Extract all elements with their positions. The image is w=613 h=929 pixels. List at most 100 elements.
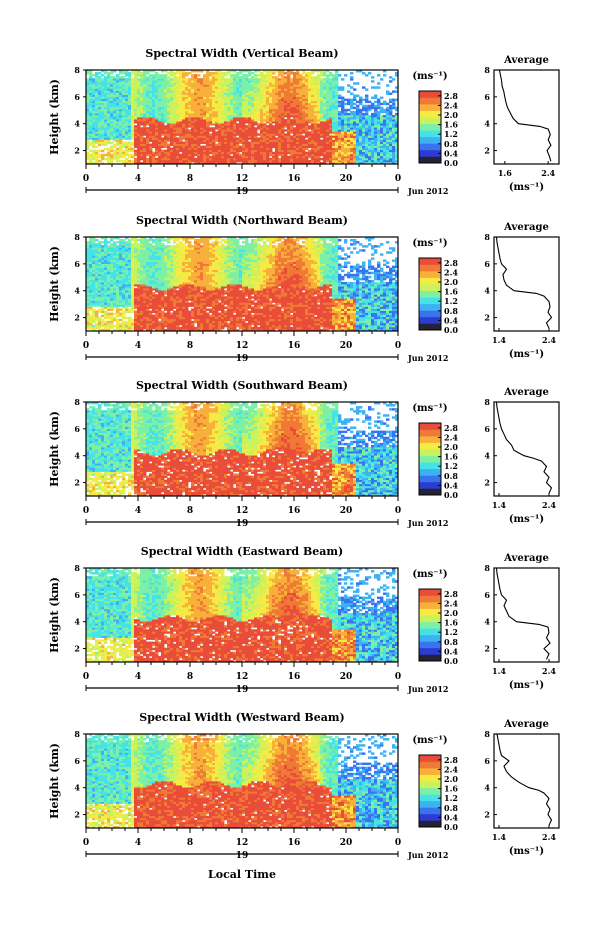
heatmap-cell (329, 159, 333, 163)
heatmap-cell (116, 80, 120, 83)
heatmap-cell (272, 143, 276, 147)
heatmap-cell (131, 110, 135, 114)
heatmap-cell (320, 157, 324, 161)
heatmap-cell (356, 82, 360, 85)
heatmap-cell (341, 155, 345, 159)
heatmap-cell (365, 153, 369, 157)
heatmap-cell (125, 145, 129, 149)
heatmap-cell (284, 100, 288, 104)
heatmap-cell (347, 133, 351, 136)
heatmap-cell (197, 119, 201, 122)
heatmap-cell (116, 94, 120, 97)
heatmap-cell (95, 157, 99, 161)
heatmap-cell (323, 157, 327, 161)
heatmap-cell (185, 108, 189, 112)
heatmap-cell (230, 143, 234, 147)
heatmap-cell (203, 119, 207, 122)
heatmap-cell (155, 76, 159, 79)
heatmap-cell (224, 143, 228, 147)
heatmap-cell (395, 155, 399, 159)
heatmap-cell (230, 135, 234, 138)
heatmap-cell (209, 72, 213, 75)
heatmap-cell (251, 159, 255, 163)
heatmap-cell (116, 149, 120, 153)
heatmap-cell (95, 72, 99, 75)
heatmap-cell (239, 135, 243, 138)
heatmap-cell (173, 94, 177, 97)
heatmap-cell (140, 135, 144, 138)
heatmap-cell (290, 151, 294, 155)
heatmap-cell (206, 78, 210, 81)
heatmap-cell (164, 94, 168, 97)
heatmap-cell (161, 82, 165, 85)
heatmap-cell (296, 94, 300, 97)
heatmap-cell (263, 143, 267, 147)
heatmap-cell (107, 137, 111, 140)
heatmap-cell (251, 94, 255, 97)
heatmap-cell (161, 70, 165, 73)
heatmap-cell (329, 135, 333, 138)
heatmap-cell (278, 112, 282, 116)
heatmap-cell (287, 159, 291, 163)
heatmap-cell (110, 145, 114, 149)
heatmap-cell (242, 145, 246, 149)
heatmap-cell (359, 139, 363, 142)
heatmap-cell (275, 133, 279, 136)
heatmap-cell (257, 74, 261, 77)
heatmap-cell (314, 78, 318, 81)
heatmap-cell (161, 94, 165, 97)
heatmap-cell (347, 121, 351, 124)
heatmap-cell (293, 123, 297, 126)
heatmap-cell (125, 96, 129, 100)
heatmap-cell (107, 119, 111, 122)
heatmap-cell (197, 155, 201, 159)
heatmap-cell (107, 161, 111, 165)
heatmap-cell (107, 129, 111, 132)
heatmap-cell (119, 125, 123, 128)
heatmap-cell (179, 88, 183, 91)
heatmap-cell (296, 110, 300, 114)
heatmap-cell (290, 94, 294, 97)
heatmap-cell (236, 86, 240, 89)
heatmap-cell (215, 74, 219, 77)
heatmap-cell (284, 108, 288, 112)
heatmap-cell (104, 98, 108, 102)
heatmap-cell (176, 88, 180, 91)
heatmap-cell (137, 74, 141, 77)
heatmap-cell (395, 135, 399, 138)
heatmap-cell (185, 74, 189, 77)
heatmap-cell (104, 76, 108, 79)
heatmap-cell (266, 159, 270, 163)
heatmap-cell (380, 129, 384, 132)
heatmap-cell (92, 155, 96, 159)
heatmap-cell (173, 135, 177, 138)
heatmap-cell (164, 76, 168, 79)
heatmap-cell (167, 108, 171, 112)
heatmap-cell (122, 70, 126, 73)
heatmap-cell (251, 143, 255, 147)
heatmap-cell (350, 127, 354, 130)
heatmap-cell (290, 121, 294, 124)
heatmap-cell (200, 125, 204, 128)
heatmap-cell (260, 143, 264, 147)
heatmap-cell (92, 114, 96, 118)
heatmap-cell (182, 96, 186, 100)
heatmap-cell (371, 159, 375, 163)
heatmap-cell (353, 119, 357, 122)
heatmap-cell (218, 98, 222, 102)
heatmap-cell (179, 90, 183, 93)
heatmap-cell (374, 121, 378, 124)
heatmap-cell (116, 147, 120, 151)
heatmap-cell (128, 72, 132, 75)
heatmap-cell (332, 155, 336, 159)
heatmap-cell (341, 145, 345, 149)
heatmap-cell (149, 161, 153, 165)
heatmap-cell (296, 76, 300, 79)
heatmap-cell (89, 90, 93, 93)
heatmap-cell (314, 102, 318, 106)
heatmap-cell (107, 98, 111, 102)
heatmap-cell (305, 76, 309, 79)
heatmap-cell (290, 92, 294, 95)
heatmap-cell (179, 72, 183, 75)
heatmap-cell (110, 312, 114, 316)
